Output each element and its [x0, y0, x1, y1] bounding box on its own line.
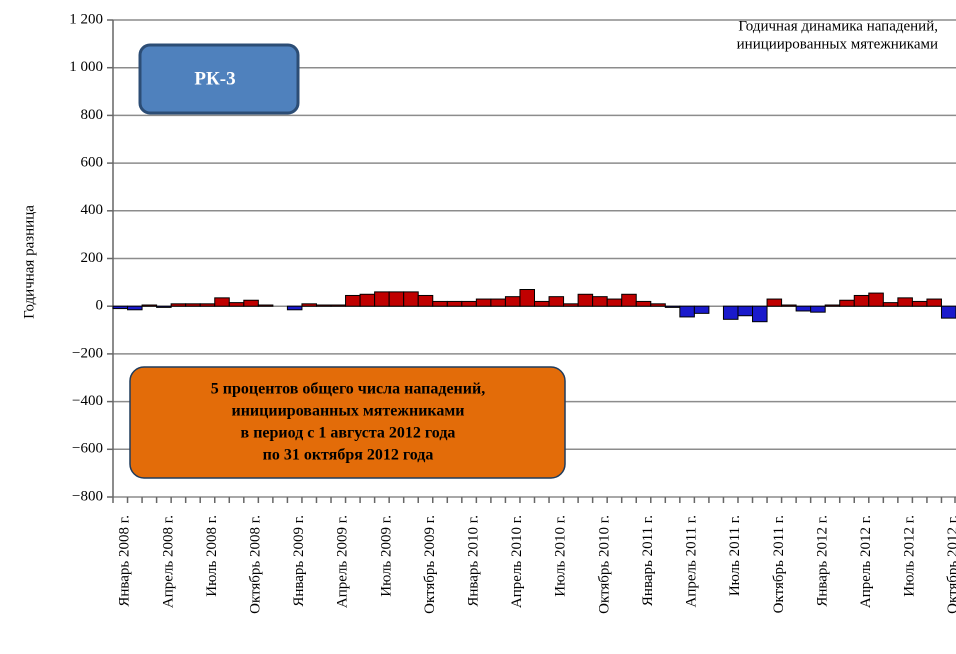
bar	[127, 305, 143, 311]
y-tick-label: −800	[72, 488, 103, 504]
y-tick-label: −600	[72, 441, 103, 457]
annotation-box	[129, 366, 566, 479]
bar	[301, 303, 317, 307]
annotation-text: в период с 1 августа 2012 года	[241, 425, 456, 442]
bar	[417, 294, 434, 307]
bar	[461, 300, 477, 307]
bar	[577, 293, 594, 307]
bar	[214, 297, 230, 307]
x-tick-label: Июль 2009 г.	[378, 515, 394, 597]
x-tick-label: Январь 2011 г.	[640, 515, 656, 606]
annotation-text: по 31 октября 2012 года	[263, 447, 434, 464]
bar	[795, 305, 812, 312]
bar	[897, 297, 913, 307]
bar	[722, 305, 739, 320]
bar	[519, 289, 535, 307]
y-tick-label: 1 000	[69, 59, 103, 75]
y-tick-label: 1 200	[69, 11, 103, 27]
chart-title-line: инициированных мятежниками	[737, 36, 938, 52]
bar	[359, 293, 376, 307]
y-tick-label: 0	[96, 298, 104, 314]
bar	[592, 296, 608, 307]
bar	[170, 303, 187, 307]
x-tick-label: Январь 2009 г.	[291, 515, 307, 607]
x-tick-label: Июль 2008 г.	[204, 515, 220, 597]
bar	[752, 305, 768, 323]
bar	[475, 298, 492, 307]
x-tick-label: Январь 2010 г.	[466, 515, 482, 607]
x-tick-label: Июль 2011 г.	[727, 515, 743, 596]
annotation-text: инициированных мятежниками	[231, 403, 464, 420]
x-tick-label: Июль 2010 г.	[553, 515, 569, 597]
x-tick-label: Апрель 2010 г.	[509, 515, 525, 608]
x-tick-label: Апрель 2008 г.	[160, 515, 176, 608]
bar	[228, 302, 245, 307]
chart-title-line: Годичная динамика нападений,	[738, 18, 938, 34]
x-tick-label: Январь 2008 г.	[117, 515, 133, 607]
bar	[781, 304, 797, 307]
bar	[635, 300, 652, 307]
x-tick-label: Октябрь 2012 г.	[945, 515, 956, 614]
bar	[664, 305, 681, 308]
bar	[534, 300, 550, 307]
bar	[112, 305, 129, 310]
bar	[766, 298, 783, 307]
bar	[853, 294, 870, 307]
bar	[432, 300, 448, 307]
bar	[141, 304, 158, 307]
bar	[737, 305, 754, 317]
bar	[243, 299, 259, 307]
badge-box	[138, 43, 300, 115]
x-tick-label: Октябрь 2010 г.	[596, 515, 612, 614]
y-tick-label: 400	[81, 202, 104, 218]
y-tick-label: 800	[81, 107, 104, 123]
x-tick-label: Июль 2012 г.	[902, 515, 918, 597]
bar	[490, 298, 506, 307]
y-tick-label: 200	[81, 250, 104, 266]
bar	[940, 305, 956, 319]
y-axis-label: Годичная разница	[21, 205, 37, 319]
bar	[286, 305, 303, 311]
bar	[621, 293, 637, 307]
x-tick-label: Апрель 2012 г.	[858, 515, 874, 608]
y-tick-label: −400	[72, 393, 103, 409]
badge-text: РК-3	[194, 68, 235, 89]
bar	[330, 304, 347, 307]
x-tick-label: Октябрь 2008 г.	[248, 515, 264, 614]
y-tick-label: −200	[72, 345, 103, 361]
bar	[839, 299, 855, 307]
bar	[315, 304, 332, 307]
bar	[388, 291, 405, 307]
bar	[563, 303, 579, 307]
bar	[345, 294, 361, 307]
x-tick-label: Октябрь 2009 г.	[422, 515, 438, 614]
bar	[824, 304, 841, 307]
bar	[693, 305, 710, 314]
y-tick-label: 600	[81, 155, 104, 171]
bar	[926, 298, 942, 307]
bar	[403, 291, 419, 307]
bar	[882, 302, 899, 307]
bar	[679, 305, 695, 318]
annotation-text: 5 процентов общего числа нападений,	[211, 381, 485, 398]
bar	[868, 292, 884, 307]
bar	[548, 296, 565, 307]
x-tick-label: Октябрь 2011 г.	[771, 515, 787, 613]
bar	[446, 300, 463, 307]
bar	[374, 291, 390, 307]
bar	[606, 298, 623, 307]
bar	[504, 296, 521, 307]
bar	[156, 305, 172, 308]
bar	[650, 303, 666, 307]
bar	[911, 300, 928, 307]
x-tick-label: Апрель 2011 г.	[684, 515, 700, 608]
x-tick-label: Январь 2012 г.	[814, 515, 830, 607]
bar	[185, 303, 201, 307]
bar	[810, 305, 826, 313]
x-tick-label: Апрель 2009 г.	[335, 515, 351, 608]
bar	[257, 304, 274, 307]
bar	[199, 303, 216, 307]
